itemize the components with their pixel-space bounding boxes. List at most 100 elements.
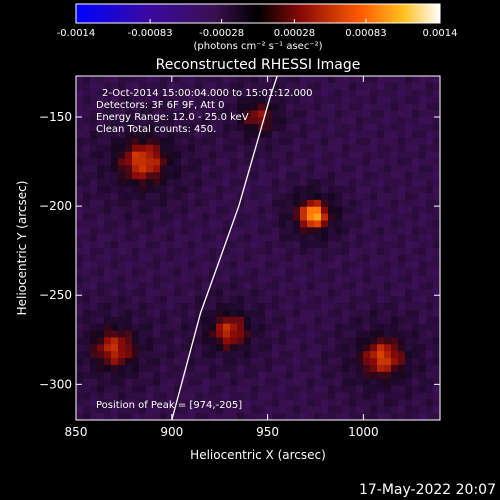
heatmap-cell [174,378,182,386]
heatmap-cell [328,131,336,139]
heatmap-cell [405,89,413,98]
heatmap-cell [83,399,91,407]
heatmap-cell [412,289,420,297]
heatmap-cell [202,151,210,159]
heatmap-cell [160,192,168,201]
heatmap-cell [223,413,231,421]
heatmap-cell [433,248,441,256]
heatmap-cell [125,358,133,366]
heatmap-cell [433,137,441,146]
heatmap-cell [139,413,147,421]
heatmap-cell [195,206,203,214]
heatmap-cell [335,399,343,407]
heatmap-cell [293,96,301,104]
heatmap-cell [104,289,112,297]
heatmap-cell [370,268,378,276]
heatmap-cell [300,124,308,132]
heatmap-cell [391,117,399,125]
heatmap-cell [258,199,266,208]
heatmap-cell [146,406,154,414]
heatmap-cell [146,186,154,194]
heatmap-cell [97,337,105,345]
heatmap-cell [188,323,196,331]
heatmap-cell [195,96,203,104]
heatmap-cell [293,137,301,146]
heatmap-cell [279,351,287,359]
heatmap-cell [370,303,378,311]
heatmap-cell [342,413,350,421]
heatmap-cell [202,117,210,125]
heatmap-cell [307,110,315,118]
heatmap-cell [230,296,238,304]
heatmap-cell [307,309,315,318]
heatmap-cell [132,378,140,386]
heatmap-cell [132,303,140,311]
heatmap-cells [76,76,441,421]
heatmap-cell [174,220,182,228]
heatmap-cell [146,220,154,228]
heatmap-cell [111,241,119,249]
heatmap-cell [321,213,329,221]
heatmap-cell [328,124,336,132]
heatmap-cell [328,76,336,84]
heatmap-cell [139,158,147,166]
heatmap-cell [391,378,399,386]
heatmap-cell [384,399,392,407]
heatmap-cell [237,316,245,325]
heatmap-cell [216,96,224,104]
heatmap-cell [90,192,98,201]
heatmap-cell [419,234,427,242]
heatmap-cell [244,117,252,125]
heatmap-cell [230,378,238,386]
heatmap-cell [216,124,224,132]
heatmap-cell [216,392,224,400]
heatmap-cell [104,199,112,208]
heatmap-cell [111,248,119,256]
heatmap-cell [356,330,364,338]
heatmap-cell [391,371,399,380]
heatmap-cell [132,96,140,104]
heatmap-cell [188,76,196,84]
heatmap-cell [202,137,210,146]
heatmap-cell [363,131,371,139]
heatmap-cell [349,399,357,407]
heatmap-cell [419,227,427,235]
heatmap-cell [405,289,413,297]
heatmap-cell [265,186,273,194]
heatmap-cell [139,282,147,290]
heatmap-cell [174,131,182,139]
heatmap-cell [412,371,420,380]
heatmap-cell [132,172,140,180]
heatmap-cell [83,103,91,111]
heatmap-cell [167,330,175,338]
heatmap-cell [335,110,343,118]
heatmap-cell [97,186,105,194]
heatmap-cell [370,110,378,118]
heatmap-cell [321,268,329,276]
heatmap-cell [104,179,112,187]
heatmap-cell [412,261,420,270]
heatmap-cell [363,186,371,194]
heatmap-cell [307,323,315,331]
heatmap-cell [244,151,252,159]
heatmap-cell [209,399,217,407]
heatmap-cell [384,358,392,366]
heatmap-cell [181,110,189,118]
heatmap-cell [153,89,161,98]
heatmap-cell [335,323,343,331]
heatmap-cell [272,323,280,331]
heatmap-cell [132,151,140,159]
heatmap-cell [328,254,336,263]
heatmap-cell [286,392,294,400]
heatmap-cell [398,151,406,159]
heatmap-cell [230,344,238,352]
heatmap-cell [181,89,189,98]
heatmap-cell [153,268,161,276]
heatmap-cell [377,296,385,304]
heatmap-cell [265,199,273,208]
heatmap-cell [363,406,371,414]
heatmap-cell [223,358,231,366]
heatmap-cell [426,117,434,125]
heatmap-cell [188,234,196,242]
heatmap-cell [195,323,203,331]
